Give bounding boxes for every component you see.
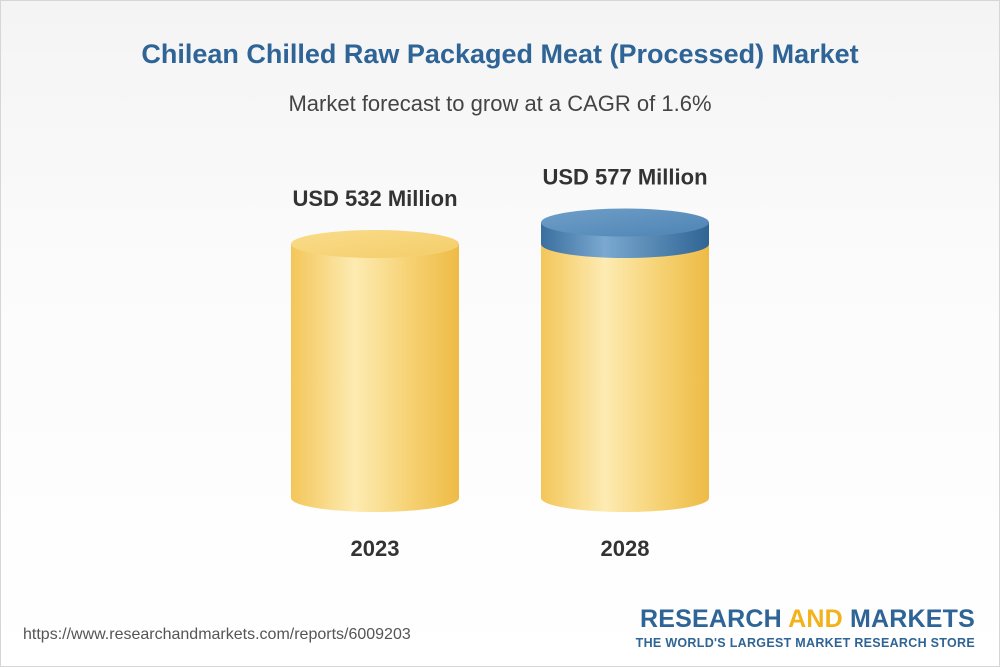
bar-2028-top (541, 208, 709, 237)
source-url[interactable]: https://www.researchandmarkets.com/repor… (23, 626, 411, 643)
brand-logo: RESEARCH AND MARKETS THE WORLD'S LARGEST… (636, 605, 975, 650)
chart-subtitle: Market forecast to grow at a CAGR of 1.6… (288, 91, 712, 116)
value-label-2028: USD 577 Million (542, 165, 707, 190)
category-label-2028: 2028 (601, 536, 650, 561)
chart-title: Chilean Chilled Raw Packaged Meat (Proce… (141, 39, 859, 69)
brand-name: RESEARCH AND MARKETS (636, 605, 975, 634)
brand-part-markets: MARKETS (842, 605, 975, 633)
bar-2023-body (291, 244, 459, 512)
brand-tagline: THE WORLD'S LARGEST MARKET RESEARCH STOR… (635, 636, 975, 650)
bar-2023-top (291, 230, 459, 258)
brand-part-and: AND (788, 605, 843, 633)
bar-2028-body (541, 244, 709, 512)
category-label-2023: 2023 (351, 536, 400, 561)
brand-part-research: RESEARCH (639, 605, 789, 633)
value-label-2023: USD 532 Million (292, 186, 457, 211)
